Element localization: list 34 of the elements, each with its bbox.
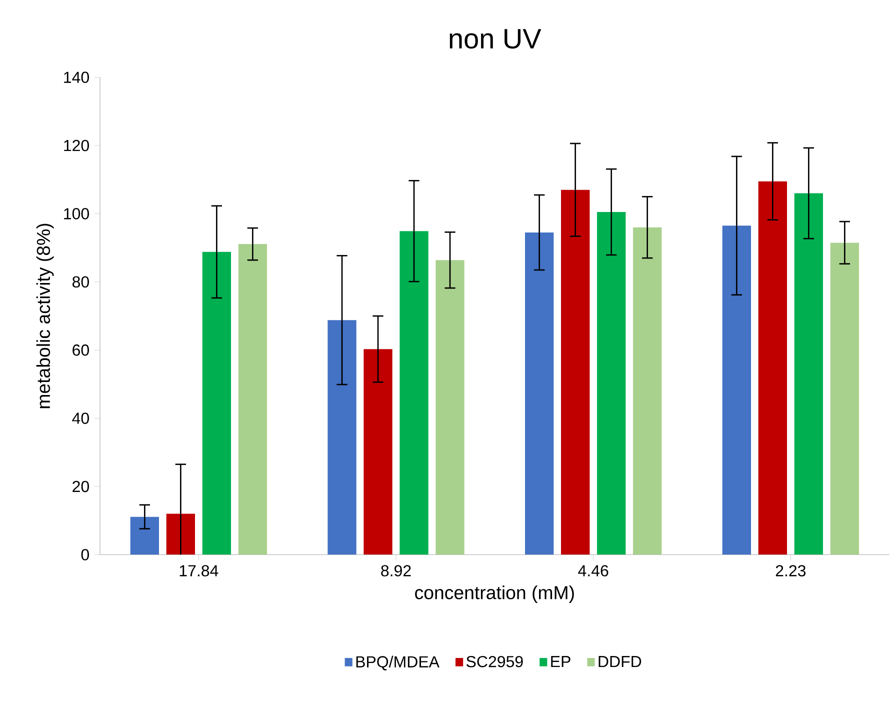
y-tick-label: 0 <box>81 549 89 560</box>
x-tick-label: 2.23 <box>776 565 806 576</box>
y-tick-label: 60 <box>72 344 89 356</box>
y-tick-label: 100 <box>64 208 89 220</box>
y-tick-label: 120 <box>64 140 89 152</box>
bar <box>830 242 860 555</box>
y-tick-label: 40 <box>72 412 89 424</box>
bar <box>400 231 428 555</box>
x-tick-label: 4.46 <box>578 565 608 576</box>
y-tick-label: 80 <box>72 276 89 288</box>
bar <box>202 252 232 555</box>
bar <box>328 320 356 555</box>
bar <box>436 260 464 555</box>
bar <box>561 190 590 555</box>
bar <box>794 193 824 555</box>
bar <box>364 349 392 555</box>
bar <box>758 181 788 555</box>
bar <box>238 244 268 555</box>
legend-label: SC2959 <box>466 656 523 668</box>
legend-label: EP <box>551 656 570 668</box>
bar <box>525 232 554 555</box>
chart-title: non UV <box>450 29 542 49</box>
x-axis-title: concentration (mM) <box>415 586 574 603</box>
x-tick-label: 8.92 <box>381 565 411 576</box>
legend-label: DDFD <box>598 656 642 668</box>
y-tick-label: 20 <box>72 480 89 492</box>
bar <box>633 227 662 555</box>
legend-label: BPQ/MDEA <box>356 656 440 670</box>
bar <box>722 226 752 555</box>
x-tick-label: 17.84 <box>180 565 218 576</box>
bar <box>130 516 159 555</box>
y-axis-title: metabolic activity (8%) <box>36 224 54 408</box>
y-tick-label: 140 <box>64 72 89 83</box>
bar <box>597 212 626 555</box>
